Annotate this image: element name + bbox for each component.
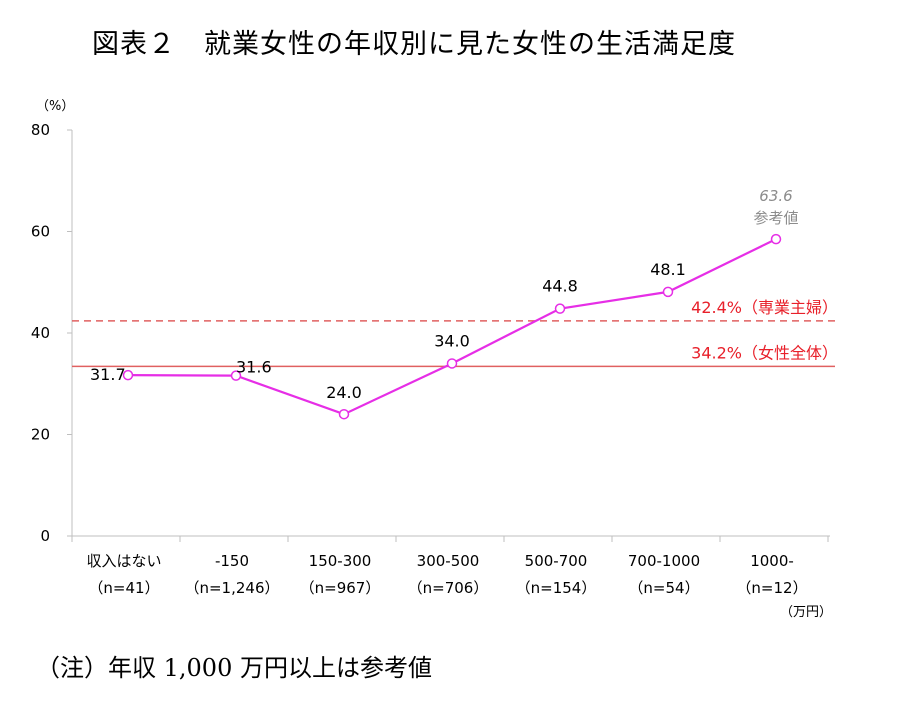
data-point [770, 233, 782, 245]
x-tick-n-label: （n=54） [628, 579, 699, 597]
x-unit-label: （万円） [780, 605, 832, 620]
x-tick-label: 300-500 [417, 552, 480, 570]
x-tick-label: 150-300 [309, 552, 372, 570]
x-tick-label: 収入はない [86, 552, 161, 570]
y-tick-label: 20 [31, 426, 50, 444]
x-tick-n-label: （n=12） [736, 579, 807, 597]
x-tick-label: 500-700 [525, 552, 588, 570]
data-label: 24.0 [326, 383, 362, 402]
line-chart: 0 20 40 60 80 （%） 収入はない （n=41） -150 （n=1,246） 150-… [31, 99, 838, 620]
x-tick-n-label: （n=1,246） [184, 579, 279, 597]
data-label-reference: 63.6 [759, 187, 792, 205]
x-tick-n-label: （n=706） [408, 579, 489, 597]
x-tick-n-label: （n=41） [88, 579, 159, 597]
data-label: 48.1 [650, 260, 686, 279]
data-label: 34.0 [434, 331, 470, 350]
data-point [338, 408, 350, 420]
y-tick-label: 40 [31, 324, 50, 342]
data-point [554, 303, 566, 314]
y-tick-label: 0 [40, 527, 50, 545]
x-tick-label: 700-1000 [628, 552, 700, 570]
data-label-note: 参考値 [753, 209, 798, 227]
x-tick-label: -150 [215, 552, 249, 570]
y-unit-label: （%） [36, 99, 74, 114]
data-label: 44.8 [542, 277, 578, 296]
y-tick-label: 80 [31, 121, 50, 139]
x-tick-label: 1000- [750, 552, 794, 570]
data-label: 31.6 [236, 358, 272, 377]
x-tick-n-label: （n=967） [300, 579, 381, 597]
footnote: （注）年収 1,000 万円以上は参考値 [36, 654, 432, 682]
reference-line-label: 42.4%（専業主婦） [691, 298, 838, 317]
chart-title: 図表２ 就業女性の年収別に見た女性の生活満足度 [92, 29, 736, 60]
y-tick-label: 60 [31, 223, 50, 241]
data-point [122, 369, 134, 381]
reference-line-label: 34.2%（女性全体） [691, 343, 838, 362]
data-label: 31.7 [90, 365, 126, 384]
x-tick-n-label: （n=154） [516, 579, 597, 597]
data-point [230, 370, 242, 381]
data-point [662, 286, 674, 298]
data-point [446, 358, 458, 369]
